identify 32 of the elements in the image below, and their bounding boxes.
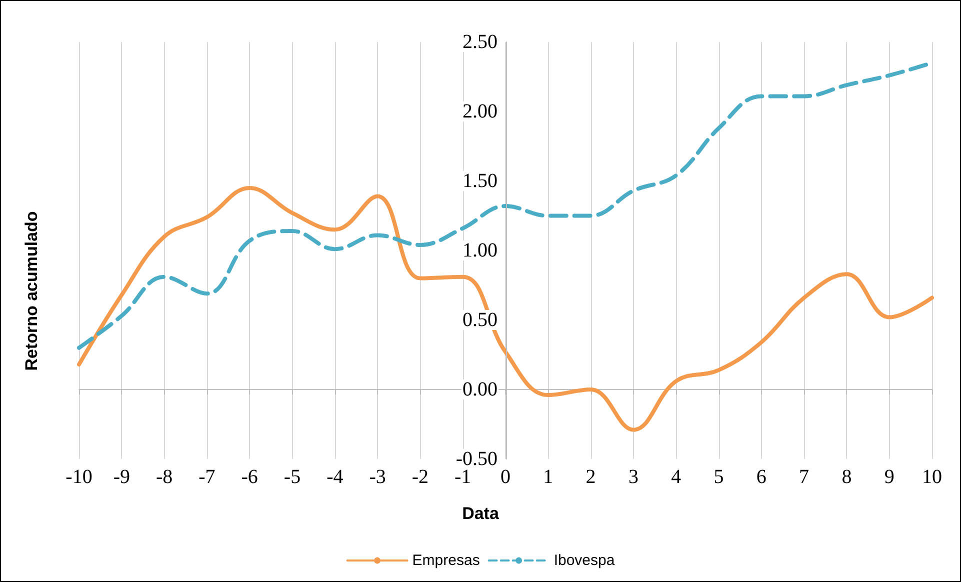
x-tick-label: -4 [326,466,344,488]
x-tick-label: 10 [922,466,942,488]
x-tick-label: -10 [66,466,92,488]
legend-label: Empresas [412,552,480,569]
x-tick-label: -7 [198,466,216,488]
y-tick-label: 2.50 [462,31,498,53]
x-tick-label: 3 [628,466,638,488]
x-tick-label: 0 [500,466,510,488]
x-tick-label: 2 [586,466,596,488]
y-tick-label: 1.00 [462,240,498,262]
x-axis-title: Data [462,504,500,523]
x-tick-label: 5 [714,466,724,488]
x-tick-label: -9 [113,466,130,488]
x-tick-label: -8 [156,466,173,488]
x-tick-label: 7 [799,466,810,488]
x-tick-label: 4 [671,466,682,488]
x-tick-label: -3 [369,466,386,488]
x-tick-label: 1 [543,466,554,488]
x-tick-label: 8 [842,466,852,488]
y-axis-title: Retorno acumulado [22,211,41,371]
y-tick-label: -0.50 [456,448,498,470]
x-tick-label: -6 [241,466,258,488]
y-tick-label: 0.50 [462,309,498,331]
x-tick-label: -2 [412,466,429,488]
y-tick-label: 0.00 [462,378,498,400]
line-series [77,186,934,432]
legend-label: Ibovespa [554,552,616,569]
x-tick-label: 9 [884,466,894,488]
y-tick-label: 1.50 [462,170,498,192]
y-tick-label: 2.00 [462,100,498,122]
x-tick-label: -5 [284,466,301,488]
x-tick-label: 6 [756,466,766,488]
